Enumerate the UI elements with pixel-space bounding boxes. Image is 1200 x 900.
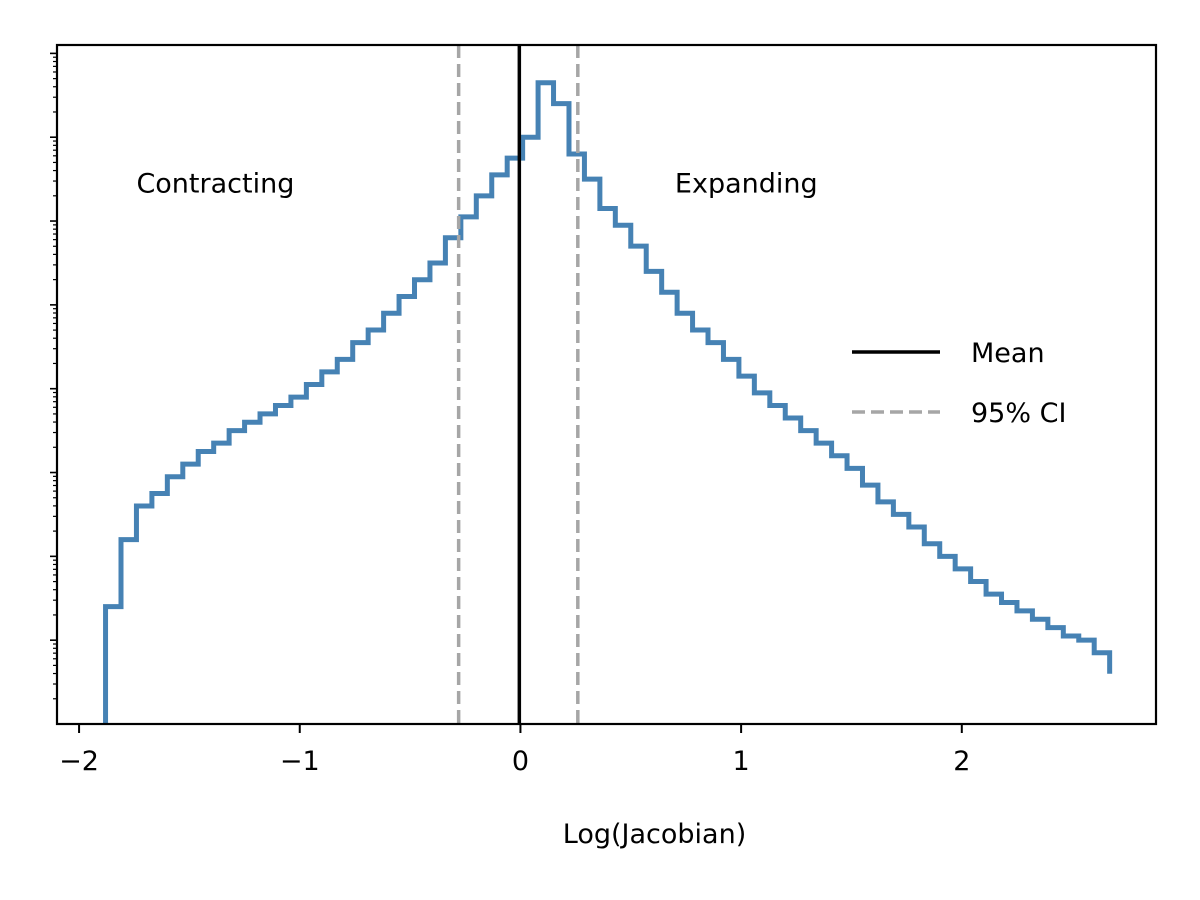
annotation-expanding: Expanding <box>675 168 818 199</box>
x-tick-label: −1 <box>280 746 320 777</box>
x-tick-label: 2 <box>953 746 970 777</box>
plot-frame <box>55 43 1158 726</box>
x-tick-label: −2 <box>59 746 99 777</box>
y-axis-ticks <box>50 52 57 700</box>
legend: Mean 95% CI <box>852 338 1066 429</box>
plot-marks <box>103 45 1113 724</box>
legend-label-mean: Mean <box>971 338 1045 369</box>
histogram-step-line <box>103 80 1113 724</box>
x-axis-label: Log(Jacobian) <box>563 819 746 850</box>
x-tick-label: 0 <box>512 746 529 777</box>
x-tick-label: 1 <box>733 746 750 777</box>
x-axis-ticks: −2 −1 0 1 2 <box>59 724 970 777</box>
legend-label-ci: 95% CI <box>971 398 1066 429</box>
annotation-contracting: Contracting <box>136 168 294 199</box>
